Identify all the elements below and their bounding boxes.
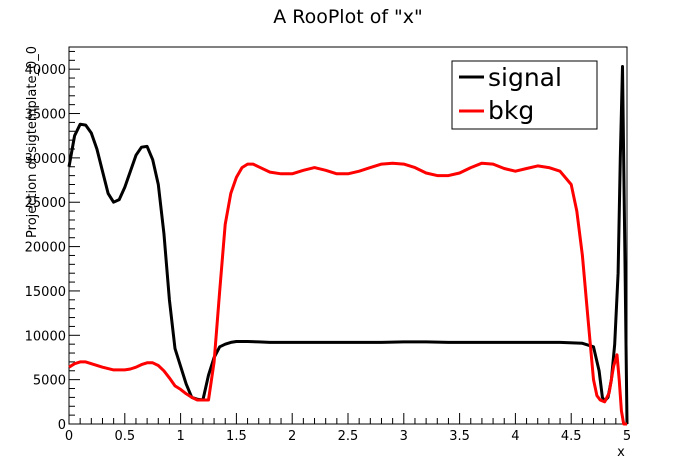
x-tick-label: 0 — [65, 429, 73, 444]
x-tick-label: 5 — [623, 429, 631, 444]
x-tick-label: 4.5 — [561, 429, 582, 444]
legend-bkg-label: bkg — [488, 96, 534, 125]
legend-signal-label: signal — [488, 63, 562, 92]
y-axis-label: Projection of sigtemplate_0_0 — [25, 46, 40, 238]
y-tick-label: 0 — [58, 418, 66, 433]
y-tick-label: 5000 — [33, 374, 66, 389]
legend-box — [451, 60, 598, 130]
x-tick-label: 2 — [288, 429, 296, 444]
y-tick-label: 25000 — [25, 196, 66, 211]
y-axis-ticks: 0 5000 10000 15000 20000 25000 30000 35000 40000 — [25, 50, 80, 433]
x-axis-label: x — [617, 445, 625, 460]
x-tick-label: 3 — [400, 429, 408, 444]
x-axis-ticks: 0 0.5 1 1.5 2 2.5 3 3.5 4 4.5 5 — [65, 413, 631, 444]
y-tick-label: 10000 — [25, 329, 66, 344]
x-tick-label: 1.5 — [226, 429, 247, 444]
y-tick-label: 20000 — [25, 241, 66, 256]
chart-title: A RooPlot of "x" — [273, 6, 423, 28]
x-tick-label: 0.5 — [114, 429, 135, 444]
y-tick-label: 30000 — [25, 152, 66, 167]
x-tick-label: 2.5 — [338, 429, 359, 444]
series-line-bkg — [68, 161, 627, 426]
y-tick-label: 40000 — [25, 63, 66, 78]
y-tick-label: 15000 — [25, 285, 66, 300]
x-tick-label: 4 — [511, 429, 519, 444]
curves — [67, 65, 629, 426]
x-tick-label: 1 — [176, 429, 184, 444]
legend: signal bkg — [451, 60, 598, 130]
series-line-signal — [67, 65, 629, 425]
x-tick-label: 3.5 — [449, 429, 470, 444]
y-tick-label: 35000 — [25, 108, 66, 123]
